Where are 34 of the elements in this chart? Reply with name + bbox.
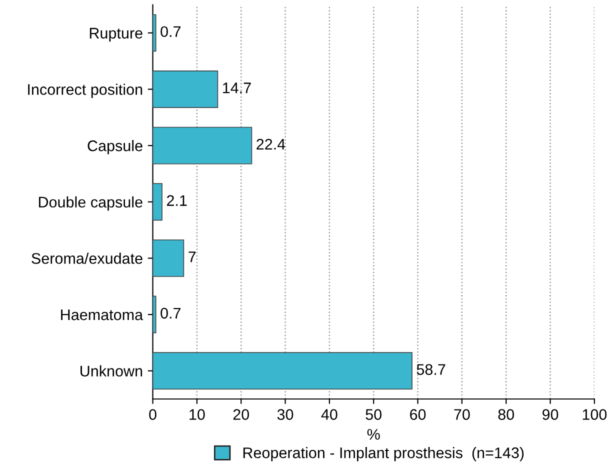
x-tick-label: 90 [542,409,558,420]
bar [152,70,218,108]
data-label: 58.7 [416,364,446,375]
bar [152,296,156,334]
x-tick-label: 60 [410,409,426,420]
y-tick-label: Double capsule [38,196,142,211]
x-axis-title: % [367,428,380,440]
data-label: 14.7 [223,82,251,94]
legend-label: Reoperation - Implant prosthesis (n=143) [243,447,524,462]
bar [152,352,412,390]
bar [152,14,156,52]
data-label: 0.7 [160,308,180,319]
x-tick-label: 50 [366,409,382,420]
x-tick-label: 70 [454,409,470,420]
x-tick-label: 10 [190,409,205,420]
y-tick-label: Haematoma [61,310,144,320]
y-tick-label: Seroma/exudate [32,252,142,264]
x-tick-label: 80 [498,409,514,420]
y-tick-label: Capsule [88,140,142,154]
x-tick-label: 100 [582,409,607,420]
x-tick-label: 30 [277,409,294,420]
data-label: 2.1 [166,195,187,206]
x-tick-label: 40 [321,409,338,420]
x-tick-label: 20 [233,409,249,420]
data-label: 22.4 [256,138,286,150]
y-tick-label: Incorrect position [28,84,142,98]
data-label: 7 [188,252,196,262]
y-tick-label: Unknown [80,365,142,377]
bar [152,183,162,221]
y-tick-label: Rupture [90,28,142,42]
bar [152,126,252,164]
bar [152,239,184,277]
data-label: 0.7 [160,26,180,38]
x-tick-label: 0 [149,409,156,420]
